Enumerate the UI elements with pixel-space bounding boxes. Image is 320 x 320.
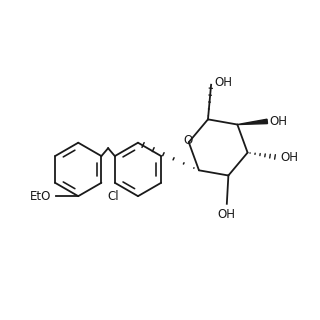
Polygon shape [237,119,268,124]
Text: OH: OH [280,151,298,164]
Text: Cl: Cl [108,190,119,203]
Text: O: O [183,134,192,147]
Text: OH: OH [270,115,288,128]
Text: OH: OH [218,208,236,220]
Text: EtO: EtO [29,190,51,203]
Text: OH: OH [214,76,232,89]
